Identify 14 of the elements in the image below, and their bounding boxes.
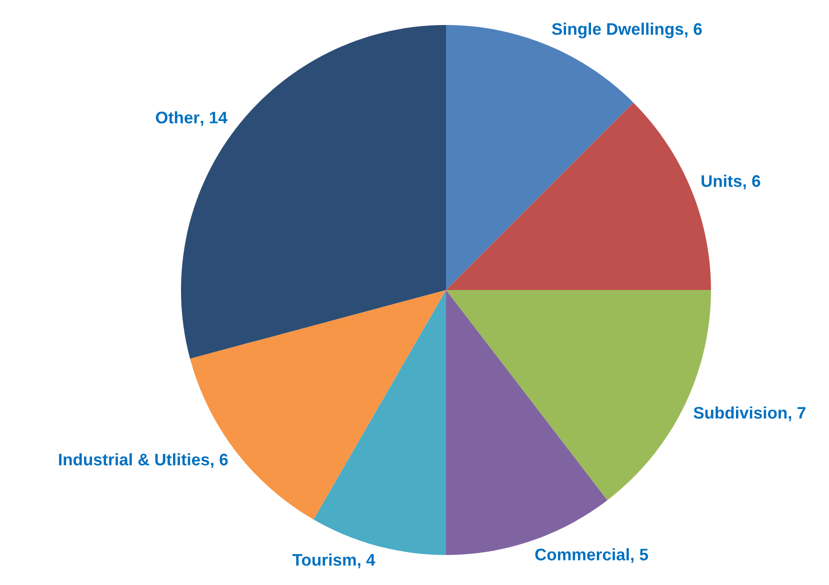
slice-label: Industrial & Utlities: [59, 453, 210, 466]
slice-label: Subdivision: [694, 406, 787, 419]
data-label: , 6: [743, 175, 760, 190]
slice-label: Single Dwellings: [552, 22, 684, 38]
data-label: , 7: [788, 407, 806, 422]
slice-label: Tourism: [292, 554, 356, 566]
slice-label: Other: [156, 111, 200, 124]
data-label: , 14: [200, 112, 228, 126]
data-label: , 4: [358, 554, 376, 568]
slice-label: Units: [702, 174, 742, 187]
slice-label: Commercial: [535, 548, 629, 560]
data-label: , 6: [210, 454, 228, 468]
data-label: , 6: [685, 23, 702, 38]
data-label: , 5: [631, 548, 648, 563]
